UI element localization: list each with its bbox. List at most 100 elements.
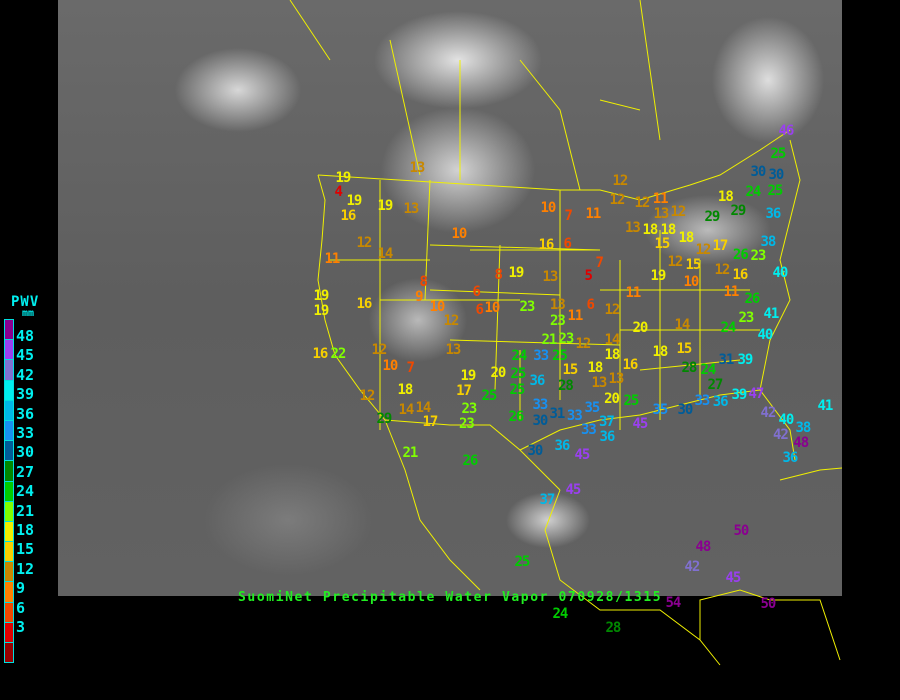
station-pwv-value: 37 [539,492,556,508]
station-pwv-value: 37 [599,414,615,431]
station-pwv-value: 6 [472,284,482,300]
station-pwv-value: 33 [532,397,549,413]
station-pwv-value: 25 [623,393,640,409]
station-pwv-value: 18 [652,344,669,360]
legend-label: 15 [16,540,35,559]
station-pwv-value: 30 [532,413,549,429]
legend-label: 18 [16,521,35,539]
legend-label: 21 [16,501,35,520]
legend-swatch [4,500,14,521]
station-pwv-value: 30 [768,167,785,183]
station-pwv-value: 10 [429,299,446,315]
station-pwv-value: 36 [599,429,616,445]
station-pwv-value: 7 [595,255,605,271]
station-pwv-value: 10 [451,226,468,242]
station-pwv-value: 40 [772,265,789,281]
station-pwv-value: 14 [674,317,691,333]
station-pwv-value: 15 [562,362,579,378]
station-pwv-value: 12 [667,254,684,270]
station-pwv-value: 10 [683,274,700,290]
station-pwv-value: 31 [718,352,735,368]
station-pwv-value: 10 [484,300,501,316]
station-pwv-value: 11 [652,191,669,207]
station-pwv-value: 20 [632,320,649,336]
station-pwv-value: 24 [720,320,737,336]
station-pwv-value: 42 [773,426,789,443]
station-pwv-value: 26 [744,291,761,307]
station-pwv-value: 25 [509,382,526,398]
station-pwv-value: 24 [745,184,762,200]
station-pwv-value: 30 [750,164,767,180]
station-pwv-value: 39 [737,352,754,368]
station-pwv-value: 35 [584,400,601,416]
station-pwv-value: 6 [563,236,573,252]
west-coast [317,174,481,591]
station-pwv-value: 11 [567,308,584,324]
mexico-border [384,419,561,491]
station-pwv-value: 16 [538,237,555,253]
station-pwv-value: 6 [586,297,596,313]
legend-label: 36 [16,404,35,423]
station-pwv-value: 13 [625,219,641,236]
legend-swatch [4,480,14,501]
station-pwv-value: 19 [377,198,394,214]
station-pwv-value: 33 [581,421,597,438]
station-pwv-value: 48 [695,539,712,555]
station-pwv-value: 18 [604,347,621,363]
station-pwv-value: 33 [694,393,711,409]
station-pwv-value: 16 [312,346,329,362]
station-pwv-value: 11 [625,285,642,301]
station-pwv-value: 15 [654,236,671,252]
station-pwv-value: 45 [632,416,649,432]
station-pwv-value: 7 [564,208,574,224]
station-pwv-value: 33 [566,407,583,424]
station-pwv-value: 45 [725,570,742,586]
legend-label: 30 [16,443,35,462]
station-pwv-value: 45 [565,482,582,498]
station-pwv-value: 19 [650,268,667,284]
station-pwv-value: 19 [313,303,330,319]
station-pwv-value: 12 [575,336,592,352]
station-pwv-value: 19 [313,288,330,304]
legend-swatch [4,581,14,602]
station-pwv-value: 30 [677,402,694,418]
station-pwv-value: 20 [604,390,620,407]
legend-label: 39 [16,385,35,404]
station-pwv-value: 33 [533,348,549,364]
station-pwv-value: 19 [346,192,363,209]
legend-swatch [4,359,14,380]
station-pwv-value: 39 [731,387,748,403]
station-pwv-value: 29 [376,411,393,427]
station-pwv-value: 14 [398,402,415,418]
station-pwv-value: 23 [738,310,755,326]
legend-swatch [4,319,14,340]
legend-label: 33 [16,424,35,442]
station-pwv-value: 18 [642,222,659,238]
station-pwv-value: 11 [723,284,740,300]
station-pwv-value: 13 [653,206,670,222]
east-coast [759,139,801,391]
legend-swatch [4,520,14,542]
legend-label: 48 [16,327,35,345]
station-pwv-value: 13 [445,342,462,358]
station-pwv-value: 18 [587,360,604,376]
station-pwv-value: 18 [678,230,695,246]
station-pwv-value: 28 [558,377,574,394]
station-pwv-value: 22 [330,346,347,362]
station-pwv-value: 7 [406,360,416,376]
station-pwv-value: 19 [335,170,352,186]
station-pwv-value: 24 [511,348,528,364]
station-pwv-value: 36 [554,438,571,454]
station-pwv-value: 50 [733,523,750,539]
station-pwv-value: 12 [356,235,373,251]
station-pwv-value: 25 [481,388,498,404]
station-pwv-value: 42 [760,405,777,421]
legend-label: 12 [16,559,35,578]
station-pwv-value: 25 [510,366,527,382]
station-pwv-value: 25 [767,183,784,199]
legend-label: 42 [16,365,35,384]
station-pwv-value: 18 [397,382,414,398]
station-pwv-value: 12 [609,192,626,208]
station-pwv-value: 23 [550,313,566,330]
